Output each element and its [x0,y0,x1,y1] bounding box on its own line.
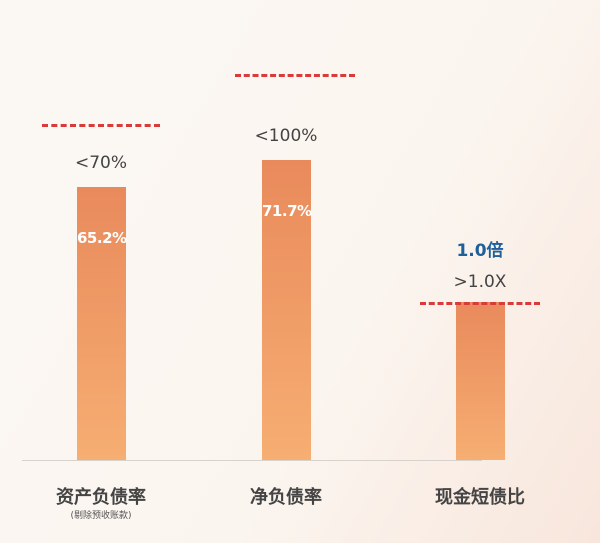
x-axis-line [22,460,482,461]
category-label: 净负债率 [250,487,322,508]
threshold-label: <70% [74,152,128,173]
category-label: 现金短债比 [435,487,525,508]
bar [77,186,126,460]
threshold-label: >1.0X [453,272,507,292]
threshold-line [420,302,540,305]
bar [456,302,505,460]
annotation-label: 1.0倍 [456,241,504,261]
threshold-label: <100% [254,125,318,146]
threshold-line [42,124,160,127]
bar [262,159,311,460]
value-label: 71.7% [262,201,312,220]
category-note: (剔除预收账款) [70,511,132,521]
category-label: 资产负债率 [56,487,146,508]
value-label: 65.2% [77,228,127,247]
threshold-line [235,74,355,77]
